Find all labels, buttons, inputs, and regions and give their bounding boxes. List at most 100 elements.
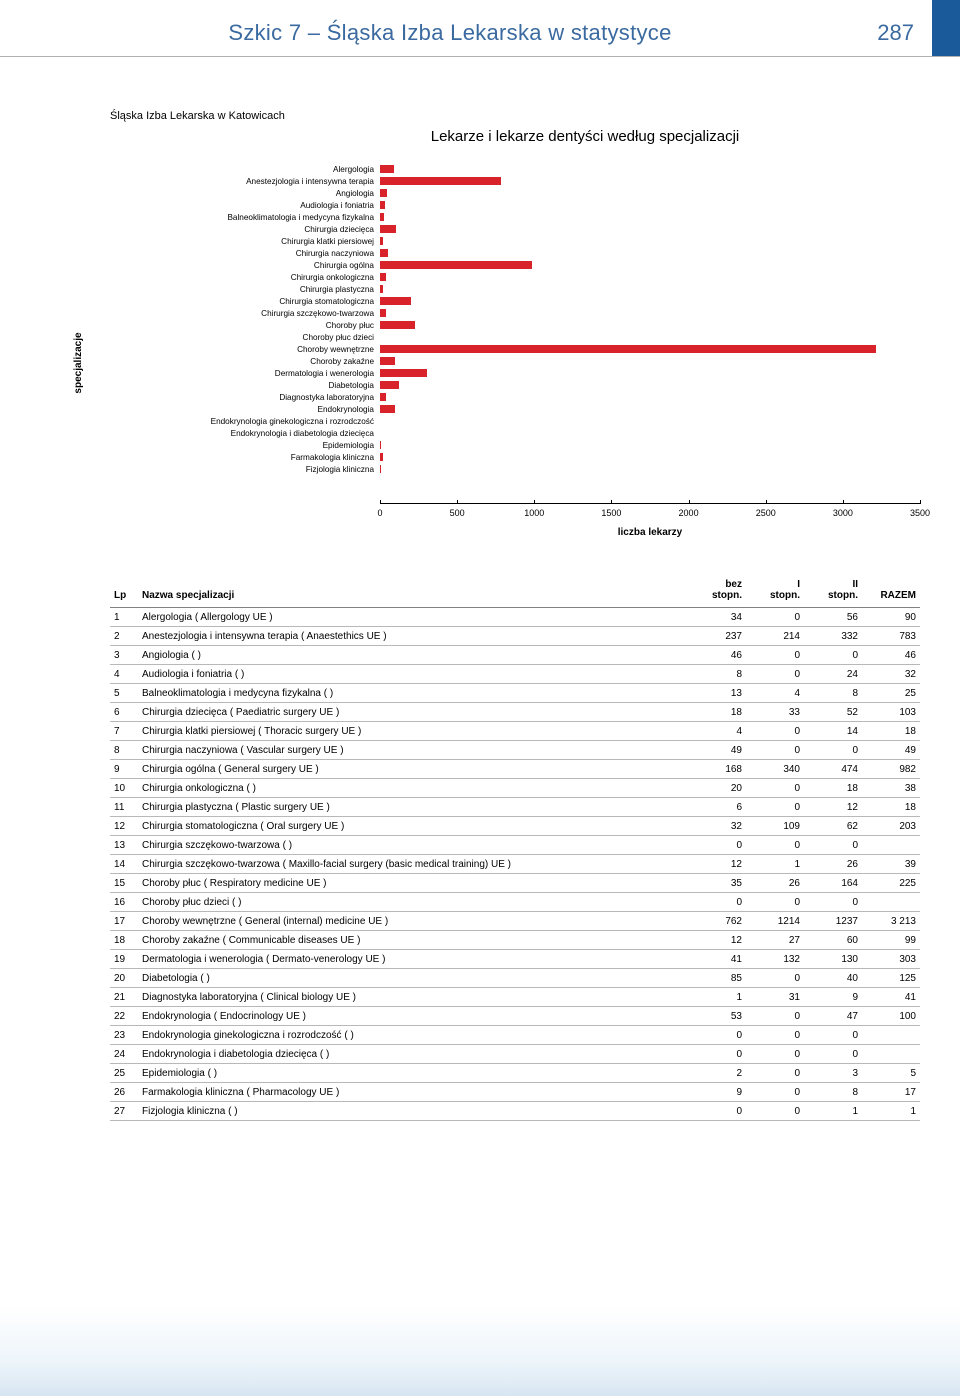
chart-bar-track (380, 272, 920, 282)
cell-ii: 9 (804, 988, 862, 1007)
table-row: 15Choroby płuc ( Respiratory medicine UE… (110, 874, 920, 893)
cell-bez: 9 (688, 1083, 746, 1102)
cell-bez: 237 (688, 627, 746, 646)
cell-ii: 12 (804, 798, 862, 817)
x-tick-label: 500 (450, 508, 465, 518)
cell-i: 0 (746, 741, 804, 760)
chart-row: Choroby zakaźne (110, 355, 920, 367)
chart-row-label: Chirurgia stomatologiczna (110, 297, 380, 306)
cell-lp: 5 (110, 684, 138, 703)
cell-lp: 1 (110, 608, 138, 627)
x-tick-label: 0 (377, 508, 382, 518)
cell-name: Chirurgia naczyniowa ( Vascular surgery … (138, 741, 688, 760)
cell-ii: 0 (804, 836, 862, 855)
cell-bez: 0 (688, 836, 746, 855)
cell-name: Chirurgia dziecięca ( Paediatric surgery… (138, 703, 688, 722)
cell-i: 0 (746, 779, 804, 798)
table-row: 18Choroby zakaźne ( Communicable disease… (110, 931, 920, 950)
chart-bar-track (380, 428, 920, 438)
chart-row-label: Epidemiologia (110, 441, 380, 450)
chart-row: Choroby płuc (110, 319, 920, 331)
x-tick-mark (611, 500, 612, 504)
cell-razem: 17 (862, 1083, 920, 1102)
cell-i: 0 (746, 1045, 804, 1064)
cell-razem: 90 (862, 608, 920, 627)
chart-row-label: Endokrynologia ginekologiczna i rozrodcz… (110, 417, 380, 426)
cell-bez: 4 (688, 722, 746, 741)
chart-row: Diagnostyka laboratoryjna (110, 391, 920, 403)
cell-i: 109 (746, 817, 804, 836)
cell-razem: 982 (862, 760, 920, 779)
chart-bar (380, 441, 381, 449)
cell-name: Chirurgia onkologiczna ( ) (138, 779, 688, 798)
chart-bar-track (380, 380, 920, 390)
cell-i: 0 (746, 665, 804, 684)
chart-bar-track (380, 392, 920, 402)
cell-lp: 9 (110, 760, 138, 779)
table-row: 12Chirurgia stomatologiczna ( Oral surge… (110, 817, 920, 836)
cell-name: Alergologia ( Allergology UE ) (138, 608, 688, 627)
chart-bar-track (380, 296, 920, 306)
chart-row: Choroby wewnętrzne (110, 343, 920, 355)
cell-ii: 164 (804, 874, 862, 893)
cell-name: Anestezjologia i intensywna terapia ( An… (138, 627, 688, 646)
chart-row-label: Anestezjologia i intensywna terapia (110, 177, 380, 186)
cell-ii: 24 (804, 665, 862, 684)
table-row: 4Audiologia i foniatria ( )802432 (110, 665, 920, 684)
chart-row-label: Dermatologia i wenerologia (110, 369, 380, 378)
cell-name: Choroby wewnętrzne ( General (internal) … (138, 912, 688, 931)
data-table: Lp Nazwa specjalizacji bez stopn. I stop… (110, 575, 920, 1121)
x-tick-mark (689, 500, 690, 504)
x-tick-mark (920, 500, 921, 504)
cell-i: 0 (746, 969, 804, 988)
cell-lp: 26 (110, 1083, 138, 1102)
table-row: 27Fizjologia kliniczna ( )0011 (110, 1102, 920, 1121)
cell-name: Chirurgia ogólna ( General surgery UE ) (138, 760, 688, 779)
x-tick-label: 3000 (833, 508, 853, 518)
cell-bez: 2 (688, 1064, 746, 1083)
chart-row: Endokrynologia (110, 403, 920, 415)
cell-lp: 23 (110, 1026, 138, 1045)
chart-bar (380, 189, 387, 197)
table-row: 24Endokrynologia i diabetologia dziecięc… (110, 1045, 920, 1064)
cell-name: Chirurgia plastyczna ( Plastic surgery U… (138, 798, 688, 817)
cell-bez: 0 (688, 893, 746, 912)
cell-i: 0 (746, 1064, 804, 1083)
cell-name: Farmakologia kliniczna ( Pharmacology UE… (138, 1083, 688, 1102)
chart-row: Anestezjologia i intensywna terapia (110, 175, 920, 187)
cell-razem: 1 (862, 1102, 920, 1121)
chart-row-label: Endokrynologia i diabetologia dziecięca (110, 429, 380, 438)
x-tick-label: 1000 (524, 508, 544, 518)
chart-bar-track (380, 440, 920, 450)
chart-row-label: Balneoklimatologia i medycyna fizykalna (110, 213, 380, 222)
cell-i: 1214 (746, 912, 804, 931)
x-tick-label: 2000 (679, 508, 699, 518)
chart-row: Chirurgia klatki piersiowej (110, 235, 920, 247)
cell-razem: 783 (862, 627, 920, 646)
chart-bar-track (380, 416, 920, 426)
chart-title: Lekarze i lekarze dentyści według specja… (250, 128, 920, 145)
cell-name: Dermatologia i wenerologia ( Dermato-ven… (138, 950, 688, 969)
chart-bar (380, 381, 399, 389)
cell-razem: 18 (862, 722, 920, 741)
chart-bar (380, 177, 501, 185)
cell-razem (862, 893, 920, 912)
x-tick-label: 3500 (910, 508, 930, 518)
chart-bar-track (380, 224, 920, 234)
cell-ii: 3 (804, 1064, 862, 1083)
chart-row: Endokrynologia ginekologiczna i rozrodcz… (110, 415, 920, 427)
cell-i: 0 (746, 893, 804, 912)
chart-row: Diabetologia (110, 379, 920, 391)
table-row: 22Endokrynologia ( Endocrinology UE )530… (110, 1007, 920, 1026)
chart-row-label: Chirurgia naczyniowa (110, 249, 380, 258)
cell-i: 1 (746, 855, 804, 874)
page-title: Szkic 7 – Śląska Izba Lekarska w statyst… (0, 20, 900, 46)
table-row: 1Alergologia ( Allergology UE )3405690 (110, 608, 920, 627)
cell-name: Chirurgia klatki piersiowej ( Thoracic s… (138, 722, 688, 741)
chart-row-label: Endokrynologia (110, 405, 380, 414)
cell-razem: 225 (862, 874, 920, 893)
cell-name: Endokrynologia ginekologiczna i rozrodcz… (138, 1026, 688, 1045)
chart-bar (380, 201, 385, 209)
cell-i: 4 (746, 684, 804, 703)
chart-bar (380, 273, 386, 281)
